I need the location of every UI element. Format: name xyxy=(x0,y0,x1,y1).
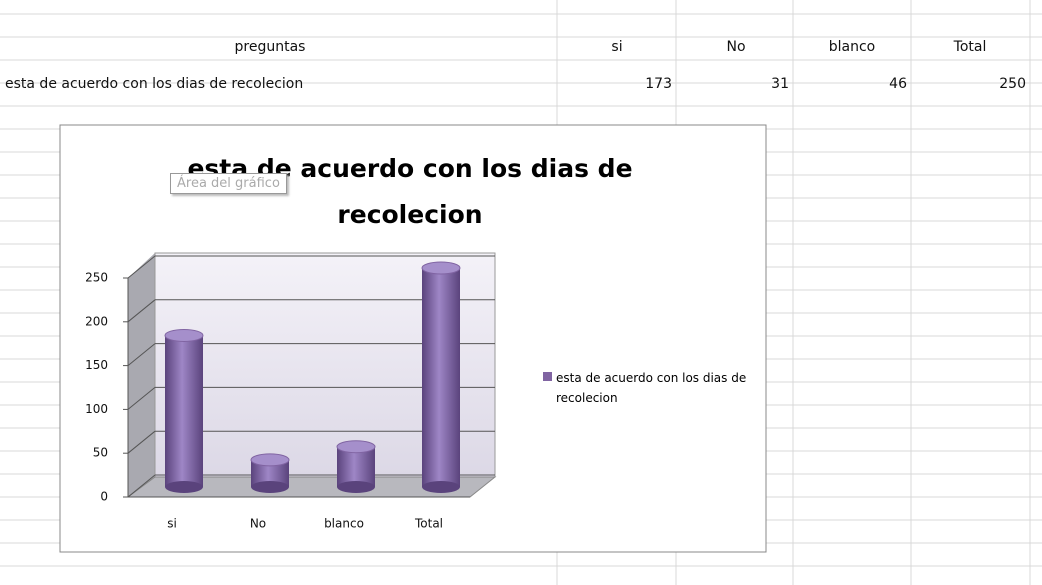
header-cell: No xyxy=(726,39,745,55)
y-tick-label: 100 xyxy=(85,402,108,416)
bar xyxy=(336,440,376,493)
grid-line xyxy=(127,474,156,498)
grid-line xyxy=(127,430,156,454)
header-cell: preguntas xyxy=(235,39,306,55)
grid-line xyxy=(127,343,156,366)
x-tick-label: No xyxy=(250,517,266,531)
chart-title: esta de acuerdo con los dias de recoleci… xyxy=(187,154,633,229)
header-cell: Total xyxy=(953,39,987,55)
cell: 173 xyxy=(645,76,672,92)
grid-line xyxy=(127,299,156,323)
bar-bottom xyxy=(251,481,289,493)
bar-top xyxy=(336,440,376,454)
bar-body xyxy=(337,446,375,487)
x-tick-label: Total xyxy=(414,517,443,531)
tooltip: Área del gráfico xyxy=(170,173,287,194)
y-tick-label: 50 xyxy=(93,446,108,460)
legend-swatch xyxy=(543,372,552,381)
y-tick-label: 150 xyxy=(85,358,108,372)
grid-line xyxy=(127,255,156,279)
bar-bottom xyxy=(422,481,460,493)
bar-top xyxy=(250,453,290,467)
bar-bottom xyxy=(337,481,375,493)
legend-label: esta de acuerdo con los dias de recoleci… xyxy=(556,371,747,405)
bar-body xyxy=(422,268,460,487)
cell: 31 xyxy=(771,76,789,92)
x-tick-label: si xyxy=(167,517,177,531)
cell: esta de acuerdo con los dias de recoleci… xyxy=(5,76,303,92)
y-tick-label: 250 xyxy=(85,271,108,285)
cell: 46 xyxy=(889,76,907,92)
bar-top xyxy=(164,328,204,342)
side-wall xyxy=(128,253,155,497)
cell: 250 xyxy=(999,76,1026,92)
header-cell: si xyxy=(611,39,622,55)
bar xyxy=(164,328,204,493)
bar xyxy=(250,453,290,493)
header-cell: blanco xyxy=(829,39,876,55)
x-tick-label: blanco xyxy=(324,517,364,531)
grid-line xyxy=(127,387,156,410)
bar-top xyxy=(421,261,461,275)
bar-body xyxy=(165,335,203,487)
bar xyxy=(421,261,461,493)
bar-bottom xyxy=(165,481,203,493)
y-tick-label: 200 xyxy=(85,314,108,328)
plot: 0 50 100 150 200 250 si No blanco Total xyxy=(85,255,495,531)
y-tick-label: 0 xyxy=(100,490,108,504)
